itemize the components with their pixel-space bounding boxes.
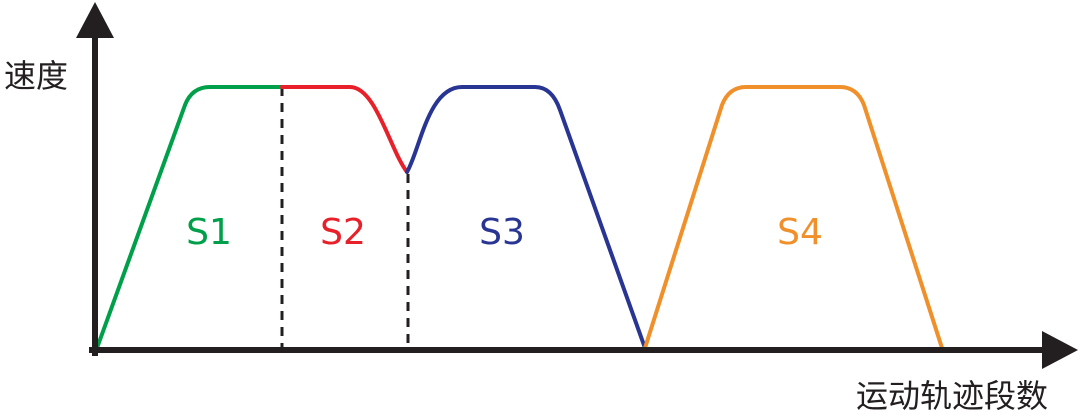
y-axis-label: 速度	[4, 57, 68, 95]
y-axis-arrow	[76, 2, 114, 38]
segment-label: S3	[479, 212, 525, 253]
segment-curve	[280, 85, 409, 174]
segment-curve	[95, 85, 284, 350]
segment-label: S4	[777, 212, 823, 253]
x-axis-label: 运动轨迹段数	[856, 377, 1048, 415]
segment-curve	[405, 85, 647, 350]
segment-label: S1	[186, 212, 232, 253]
segment-label: S2	[320, 212, 366, 253]
x-axis-arrow	[1042, 331, 1078, 369]
segment-curve	[643, 85, 944, 350]
